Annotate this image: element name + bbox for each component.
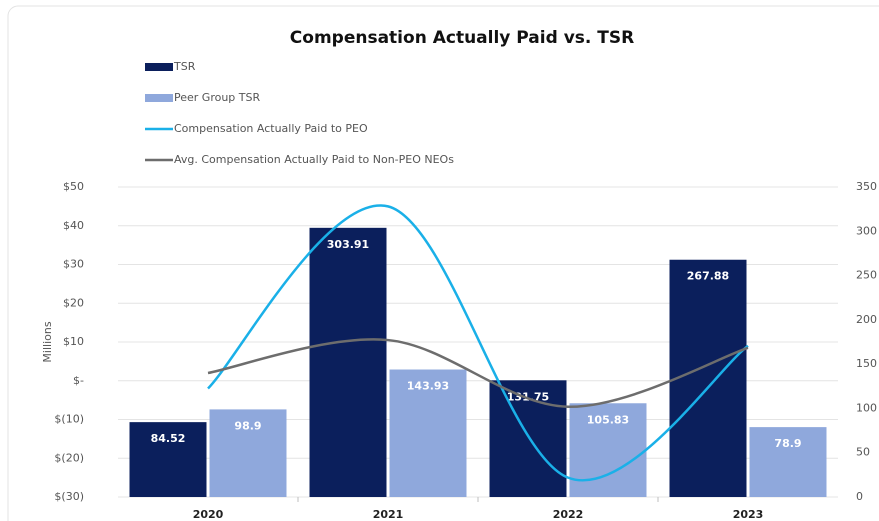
bar (489, 380, 567, 497)
y2-tick-label: 250 (856, 269, 877, 282)
y2-tick-label: 50 (856, 446, 870, 459)
y2-tick-label: 100 (856, 401, 877, 414)
y-tick-label: $10 (63, 335, 84, 348)
bar-value-label: 267.88 (687, 270, 729, 283)
bar (669, 259, 747, 497)
x-tick-label: 2023 (733, 508, 764, 521)
y-tick-label: $(30) (54, 490, 84, 503)
y-tick-label: $40 (63, 219, 84, 232)
y2-tick-label: 200 (856, 313, 877, 326)
bar (209, 409, 287, 497)
bar (309, 227, 387, 497)
bar-value-label: 303.91 (327, 238, 369, 251)
card (7, 5, 879, 521)
bar (129, 422, 207, 497)
bar-value-label: 105.83 (587, 413, 629, 426)
legend-label: Compensation Actually Paid to PEO (174, 122, 368, 135)
legend-label: Peer Group TSR (174, 91, 260, 104)
legend-swatch (145, 94, 173, 102)
line (207, 204, 749, 482)
y-tick-label: $(20) (54, 451, 84, 464)
bar (749, 427, 827, 497)
y2-tick-label: 150 (856, 357, 877, 370)
bar-value-label: 143.93 (407, 380, 449, 393)
y-axis-title: Millions (41, 321, 54, 362)
legend-label: TSR (173, 60, 196, 73)
y2-tick-label: 300 (856, 224, 877, 237)
chart-title: Compensation Actually Paid vs. TSR (290, 28, 634, 48)
y2-tick-label: 350 (856, 180, 877, 193)
bar-value-label: 84.52 (151, 432, 186, 445)
y-tick-label: $50 (63, 180, 84, 193)
line (207, 338, 749, 408)
y-tick-label: $20 (63, 296, 84, 309)
legend-label: Avg. Compensation Actually Paid to Non-P… (174, 153, 454, 166)
bar-value-label: 78.9 (774, 437, 801, 450)
bar (389, 369, 467, 497)
x-tick-label: 2020 (193, 508, 224, 521)
y2-tick-label: 0 (856, 490, 863, 503)
x-tick-label: 2021 (373, 508, 404, 521)
y-tick-label: $- (73, 374, 84, 387)
y-tick-label: $30 (63, 258, 84, 271)
y-tick-label: $(10) (54, 413, 84, 426)
x-tick-label: 2022 (553, 508, 584, 521)
bar-value-label: 98.9 (234, 419, 261, 432)
legend-swatch (145, 63, 173, 71)
